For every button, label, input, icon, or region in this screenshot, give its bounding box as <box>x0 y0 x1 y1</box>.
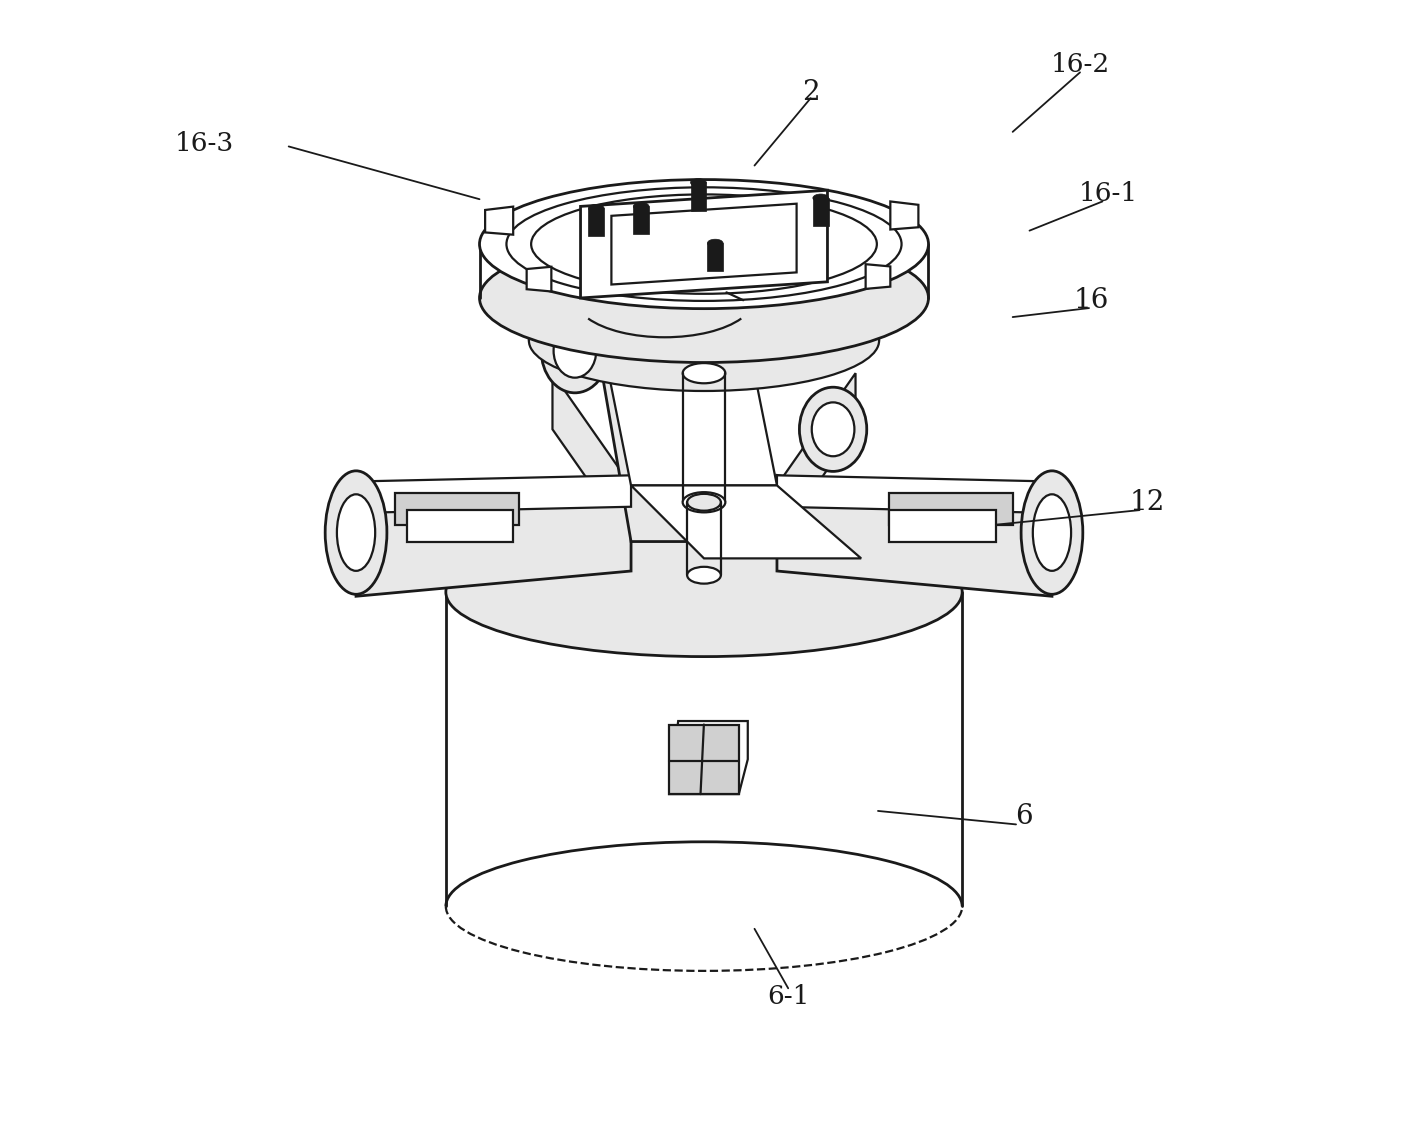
Text: 16-1: 16-1 <box>1079 182 1138 206</box>
Ellipse shape <box>446 528 962 656</box>
Ellipse shape <box>687 566 721 583</box>
Polygon shape <box>890 202 918 229</box>
Ellipse shape <box>480 233 928 362</box>
Text: 16: 16 <box>1073 287 1110 314</box>
Polygon shape <box>580 191 828 298</box>
Polygon shape <box>866 264 890 289</box>
Polygon shape <box>552 373 631 541</box>
Bar <box>407 510 513 541</box>
Bar <box>634 206 649 235</box>
Polygon shape <box>631 485 862 558</box>
Ellipse shape <box>800 387 867 472</box>
Ellipse shape <box>690 178 707 186</box>
Bar <box>890 510 995 541</box>
Ellipse shape <box>812 194 828 202</box>
Ellipse shape <box>325 470 387 594</box>
Polygon shape <box>777 373 856 541</box>
Text: 6: 6 <box>1015 803 1032 830</box>
Polygon shape <box>777 475 1052 513</box>
Bar <box>890 493 1012 525</box>
Ellipse shape <box>553 324 596 378</box>
Ellipse shape <box>683 492 725 512</box>
Polygon shape <box>356 475 631 597</box>
Ellipse shape <box>337 494 375 571</box>
Bar <box>812 199 828 226</box>
Text: 16-3: 16-3 <box>175 131 234 156</box>
Bar <box>669 724 739 794</box>
Text: 6-1: 6-1 <box>767 984 810 1008</box>
Ellipse shape <box>1033 494 1071 571</box>
Ellipse shape <box>480 179 928 309</box>
Polygon shape <box>486 206 513 235</box>
Bar <box>396 493 518 525</box>
Ellipse shape <box>589 204 604 212</box>
Bar <box>690 183 707 211</box>
Bar <box>589 209 604 237</box>
Bar <box>707 244 724 271</box>
Polygon shape <box>669 721 748 794</box>
Ellipse shape <box>529 290 879 391</box>
Text: 16-2: 16-2 <box>1050 52 1110 77</box>
Polygon shape <box>603 379 777 541</box>
Text: 12: 12 <box>1129 488 1164 515</box>
Ellipse shape <box>812 403 855 456</box>
Text: 2: 2 <box>801 79 819 106</box>
Ellipse shape <box>634 202 649 210</box>
Polygon shape <box>603 345 777 485</box>
Ellipse shape <box>541 309 608 393</box>
Ellipse shape <box>687 494 721 511</box>
Ellipse shape <box>1021 470 1083 594</box>
Polygon shape <box>777 475 1052 597</box>
Polygon shape <box>527 267 552 291</box>
Ellipse shape <box>529 258 879 360</box>
Ellipse shape <box>683 363 725 384</box>
Ellipse shape <box>707 239 724 247</box>
Polygon shape <box>356 475 631 513</box>
